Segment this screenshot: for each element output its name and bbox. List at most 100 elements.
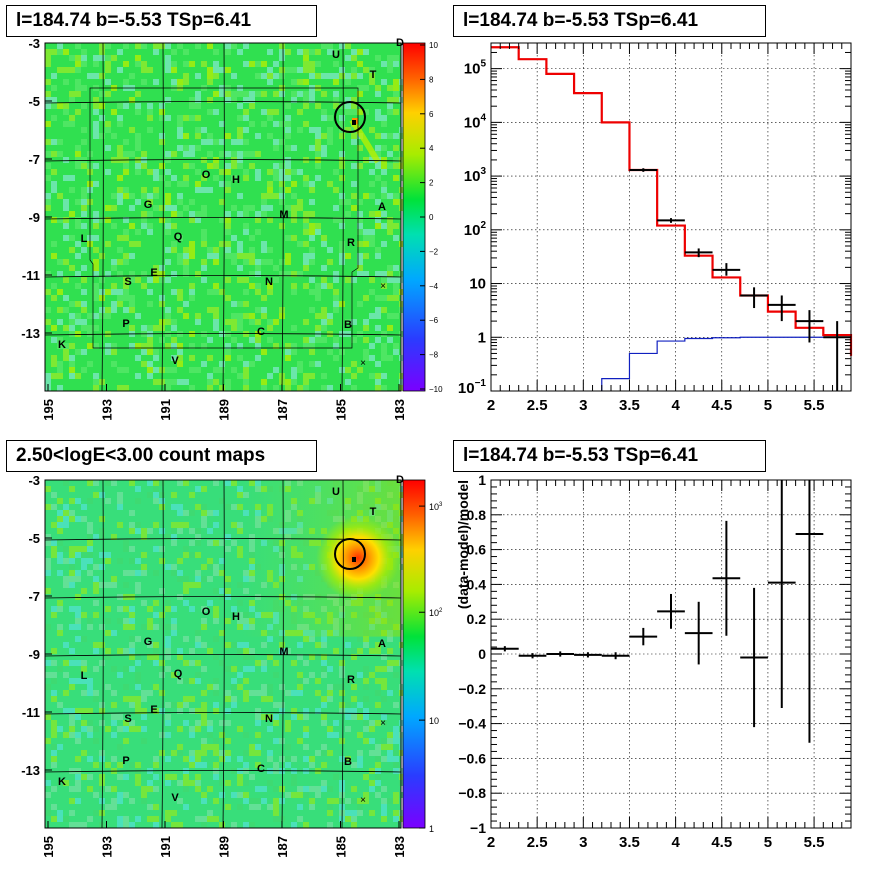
map-pixel [63, 558, 69, 564]
map-pixel [333, 73, 339, 79]
map-pixel [165, 624, 171, 630]
map-pixel [207, 528, 213, 534]
map-pixel [291, 91, 297, 97]
map-pixel [273, 810, 279, 816]
map-pixel [45, 373, 51, 379]
map-pixel [135, 103, 141, 109]
map-pixel [213, 61, 219, 67]
map-pixel [243, 666, 249, 672]
map-pixel [333, 217, 339, 223]
map-pixel [93, 810, 99, 816]
map-pixel [171, 355, 177, 361]
map-pixel [201, 510, 207, 516]
source-hotspot [316, 516, 400, 600]
map-pixel [93, 109, 99, 115]
map-pixel [351, 127, 357, 133]
map-pixel [63, 510, 69, 516]
map-pixel [183, 313, 189, 319]
map-pixel [219, 385, 225, 391]
map-pixel [231, 684, 237, 690]
map-pixel [183, 636, 189, 642]
map-pixel [141, 786, 147, 792]
map-pixel [363, 349, 369, 355]
map-pixel [339, 660, 345, 666]
map-pixel [153, 822, 159, 828]
map-pixel [45, 199, 51, 205]
map-pixel [243, 127, 249, 133]
map-pixel [339, 163, 345, 169]
map-pixel [279, 738, 285, 744]
map-pixel [363, 792, 369, 798]
map-pixel [315, 313, 321, 319]
map-pixel [375, 648, 381, 654]
y-tick-label: -13 [21, 326, 40, 341]
map-pixel [291, 193, 297, 199]
map-pixel [189, 289, 195, 295]
map-pixel [195, 540, 201, 546]
map-pixel [345, 103, 351, 109]
map-pixel [399, 157, 405, 163]
map-pixel [207, 373, 213, 379]
map-pixel [201, 690, 207, 696]
map-pixel [45, 163, 51, 169]
map-pixel [357, 636, 363, 642]
map-pixel [321, 337, 327, 343]
map-pixel [57, 43, 63, 49]
map-pixel [309, 145, 315, 151]
map-pixel [333, 103, 339, 109]
map-pixel [327, 690, 333, 696]
map-pixel [399, 816, 405, 822]
map-pixel [237, 91, 243, 97]
map-pixel [153, 349, 159, 355]
map-pixel [51, 325, 57, 331]
map-pixel [93, 247, 99, 253]
map-pixel [387, 103, 393, 109]
map-pixel [177, 744, 183, 750]
map-pixel [183, 552, 189, 558]
map-pixel [255, 289, 261, 295]
map-pixel [75, 774, 81, 780]
map-pixel [81, 187, 87, 193]
map-pixel [69, 486, 75, 492]
map-pixel [159, 109, 165, 115]
y-tick-label: 10 [469, 276, 486, 293]
map-pixel [147, 361, 153, 367]
map-pixel [327, 43, 333, 49]
map-pixel [375, 271, 381, 277]
map-pixel [207, 151, 213, 157]
map-pixel [243, 175, 249, 181]
y-tick-label: 102 [464, 220, 487, 239]
map-pixel [45, 379, 51, 385]
map-pixel [135, 582, 141, 588]
map-pixel [87, 732, 93, 738]
map-pixel [57, 289, 63, 295]
map-pixel [219, 169, 225, 175]
map-pixel [75, 43, 81, 49]
map-pixel [81, 690, 87, 696]
map-pixel [243, 301, 249, 307]
map-pixel [381, 121, 387, 127]
map-pixel [93, 564, 99, 570]
map-pixel [315, 283, 321, 289]
map-pixel [375, 762, 381, 768]
map-pixel [243, 229, 249, 235]
map-pixel [183, 151, 189, 157]
map-pixel [363, 235, 369, 241]
map-pixel [99, 774, 105, 780]
map-pixel [195, 103, 201, 109]
map-pixel [357, 367, 363, 373]
map-pixel [321, 325, 327, 331]
map-pixel [327, 319, 333, 325]
map-pixel [321, 265, 327, 271]
map-pixel [213, 49, 219, 55]
map-pixel [105, 307, 111, 313]
map-pixel [111, 349, 117, 355]
map-pixel [189, 780, 195, 786]
map-pixel [207, 289, 213, 295]
map-pixel [75, 79, 81, 85]
map-pixel [285, 187, 291, 193]
map-pixel [123, 253, 129, 259]
colorbar-tick-label: 1 [429, 824, 434, 834]
map-pixel [177, 79, 183, 85]
map-pixel [267, 750, 273, 756]
